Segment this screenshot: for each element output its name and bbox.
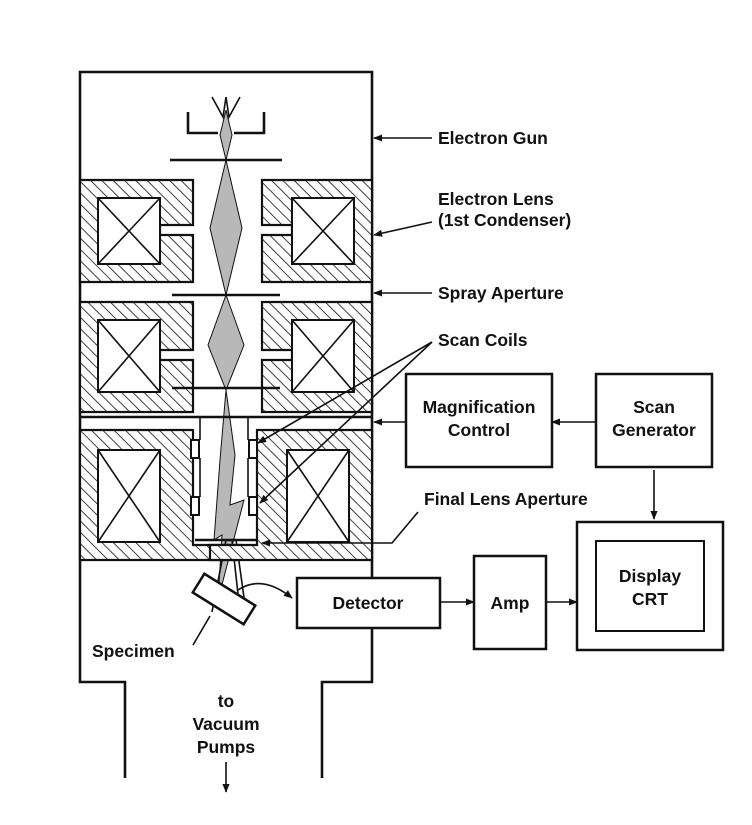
label-leaders [192,134,433,793]
label-final-lens-aperture: Final Lens Aperture [424,489,588,509]
label-electron-lens: Electron Lens [438,189,554,209]
specimen [191,572,257,626]
label-scan-coils: Scan Coils [438,330,528,350]
scan-coils [190,418,258,516]
objective-lens [78,428,374,562]
display-crt-line-2: CRT [632,589,668,609]
magnification-control-line-1: Magnification [423,397,536,417]
label-electron-gun: Electron Gun [438,128,548,148]
signal-connections [237,418,658,606]
amp-box: Amp [472,554,548,651]
amp-label: Amp [491,593,530,613]
condenser-lens-1 [78,178,374,284]
display-crt-box: Display CRT [575,520,725,652]
scan-generator-box: Scan Generator [594,372,714,469]
label-spray-aperture: Spray Aperture [438,283,564,303]
scan-generator-line-2: Generator [612,420,696,440]
label-to: to [218,691,235,711]
display-crt-line-1: Display [619,566,682,586]
label-first-condenser: (1st Condenser) [438,210,571,230]
label-specimen: Specimen [92,641,175,661]
scan-generator-line-1: Scan [633,397,675,417]
detector-label: Detector [333,593,404,613]
column-housing [78,70,374,778]
detector-box: Detector [295,576,442,630]
label-vacuum: Vacuum [192,714,259,734]
electron-beam [207,109,247,613]
magnification-control-line-2: Control [448,420,510,440]
magnification-control-box: Magnification Control [404,372,554,469]
intermediate-aperture [80,386,372,419]
label-pumps: Pumps [197,737,256,757]
condenser-lens-2 [78,300,374,414]
